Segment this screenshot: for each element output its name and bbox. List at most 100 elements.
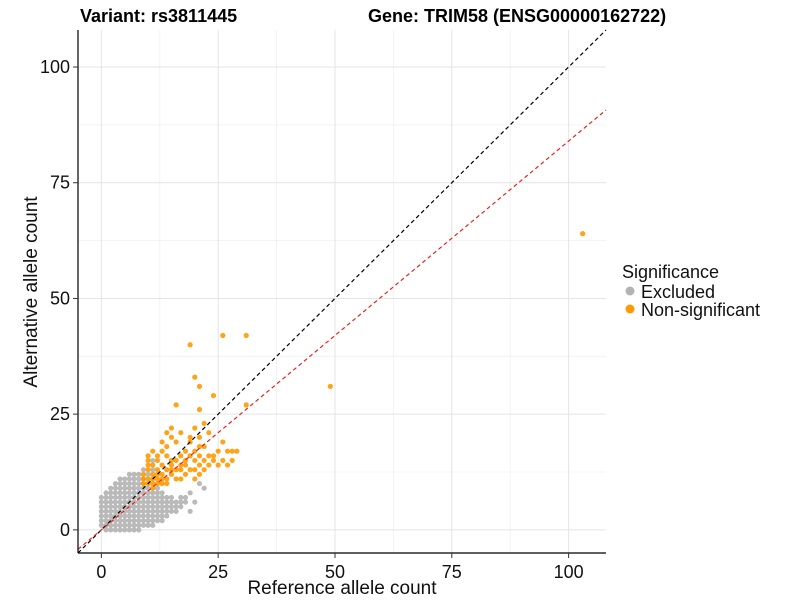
x-tick-label: 75 <box>442 562 462 582</box>
point-excluded <box>108 513 114 519</box>
point-excluded <box>150 467 156 473</box>
point-excluded <box>178 494 184 501</box>
point-excluded <box>98 513 104 519</box>
point-excluded <box>173 508 179 514</box>
point-excluded <box>126 471 132 477</box>
point-excluded <box>117 485 123 491</box>
point-excluded <box>117 499 123 505</box>
point-non-significant <box>187 434 193 440</box>
point-non-significant <box>201 420 207 427</box>
point-excluded <box>112 522 118 528</box>
legend-label-excluded: Excluded <box>641 282 715 302</box>
point-excluded <box>131 471 137 477</box>
y-tick-label: 75 <box>50 173 70 193</box>
point-excluded <box>122 518 128 524</box>
point-non-significant <box>178 467 184 473</box>
point-excluded <box>159 513 165 519</box>
point-excluded <box>150 513 156 519</box>
point-excluded <box>145 494 151 501</box>
point-excluded <box>145 490 151 496</box>
point-non-significant <box>173 402 179 408</box>
point-excluded <box>150 518 156 524</box>
y-tick-label: 0 <box>60 520 70 540</box>
point-non-significant <box>150 462 156 468</box>
point-excluded <box>145 504 151 510</box>
point-excluded <box>103 499 109 505</box>
point-excluded <box>131 508 137 514</box>
point-excluded <box>136 499 142 505</box>
point-excluded <box>150 490 156 496</box>
point-excluded <box>136 494 142 501</box>
point-non-significant <box>150 448 156 454</box>
point-excluded <box>117 490 123 496</box>
point-excluded <box>108 499 114 505</box>
point-excluded <box>103 518 109 524</box>
point-excluded <box>126 522 132 528</box>
point-excluded <box>122 476 128 482</box>
point-non-significant <box>206 462 212 468</box>
x-tick-label: 100 <box>554 562 584 582</box>
point-excluded <box>126 518 132 524</box>
point-non-significant <box>164 467 170 473</box>
point-excluded <box>98 522 104 528</box>
point-excluded <box>140 504 147 510</box>
point-non-significant <box>168 434 175 440</box>
point-non-significant <box>159 462 165 468</box>
y-tick-label: 50 <box>50 288 70 308</box>
point-non-significant <box>182 471 189 477</box>
point-excluded <box>154 518 161 524</box>
point-excluded <box>178 499 184 505</box>
point-excluded <box>154 508 161 514</box>
point-excluded <box>112 518 118 524</box>
point-excluded <box>108 504 114 510</box>
point-non-significant <box>150 471 156 477</box>
point-excluded <box>164 508 170 514</box>
point-excluded <box>145 471 151 477</box>
point-excluded <box>98 518 104 524</box>
point-excluded <box>150 494 156 501</box>
point-excluded <box>168 499 175 505</box>
point-excluded <box>145 522 151 528</box>
point-non-significant <box>196 406 203 413</box>
point-non-significant <box>210 457 217 464</box>
point-excluded <box>150 504 156 510</box>
point-excluded <box>126 476 132 482</box>
point-non-significant <box>150 485 156 491</box>
point-excluded <box>126 494 132 501</box>
point-non-significant <box>196 383 203 389</box>
point-excluded <box>131 522 137 528</box>
point-excluded <box>122 522 128 528</box>
point-excluded <box>98 499 104 505</box>
point-excluded <box>164 504 170 510</box>
point-non-significant <box>154 453 161 459</box>
point-non-significant <box>173 457 179 464</box>
y-axis-title: Alternative allele count <box>21 196 42 388</box>
gene-title: Gene: TRIM58 (ENSG00000162722) <box>368 6 666 26</box>
point-excluded <box>159 504 165 510</box>
point-excluded <box>126 508 132 514</box>
point-non-significant <box>178 476 184 482</box>
point-excluded <box>154 499 161 505</box>
point-excluded <box>126 485 132 491</box>
point-non-significant <box>220 439 226 445</box>
point-excluded <box>136 480 142 487</box>
point-non-significant <box>178 453 184 459</box>
point-excluded <box>136 485 142 491</box>
point-non-significant <box>206 453 212 459</box>
point-non-significant <box>224 448 231 454</box>
point-excluded <box>108 508 114 514</box>
point-excluded <box>140 499 147 505</box>
point-excluded <box>140 467 147 473</box>
point-non-significant <box>164 476 170 482</box>
point-excluded <box>159 490 165 496</box>
point-excluded <box>126 527 132 533</box>
points-layer <box>98 231 586 533</box>
point-excluded <box>131 476 137 482</box>
point-excluded <box>117 518 123 524</box>
point-excluded <box>108 490 114 496</box>
point-non-significant <box>145 457 151 464</box>
point-non-significant <box>215 448 221 454</box>
point-excluded <box>112 494 118 501</box>
point-non-significant <box>159 448 165 454</box>
